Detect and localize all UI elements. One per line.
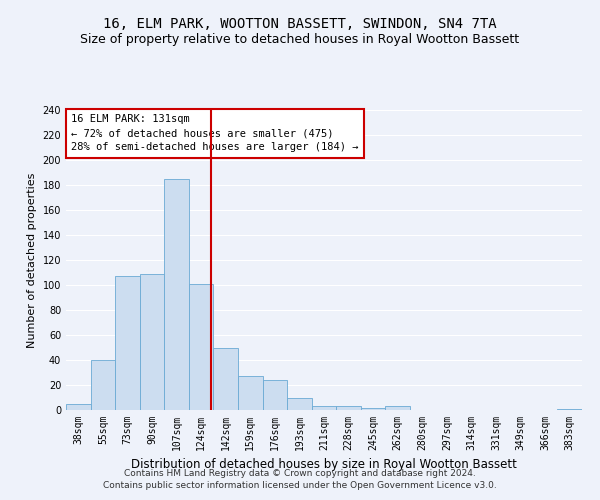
Text: 16, ELM PARK, WOOTTON BASSETT, SWINDON, SN4 7TA: 16, ELM PARK, WOOTTON BASSETT, SWINDON, …: [103, 18, 497, 32]
Bar: [91, 360, 115, 410]
X-axis label: Distribution of detached houses by size in Royal Wootton Bassett: Distribution of detached houses by size …: [131, 458, 517, 471]
Bar: [557, 409, 582, 410]
Bar: [385, 406, 410, 410]
Text: Contains HM Land Registry data © Crown copyright and database right 2024.: Contains HM Land Registry data © Crown c…: [124, 468, 476, 477]
Bar: [140, 274, 164, 410]
Bar: [214, 348, 238, 410]
Bar: [189, 284, 214, 410]
Text: Contains public sector information licensed under the Open Government Licence v3: Contains public sector information licen…: [103, 481, 497, 490]
Text: 16 ELM PARK: 131sqm
← 72% of detached houses are smaller (475)
28% of semi-detac: 16 ELM PARK: 131sqm ← 72% of detached ho…: [71, 114, 359, 152]
Text: Size of property relative to detached houses in Royal Wootton Bassett: Size of property relative to detached ho…: [80, 32, 520, 46]
Bar: [312, 406, 336, 410]
Bar: [287, 398, 312, 410]
Bar: [115, 276, 140, 410]
Bar: [263, 380, 287, 410]
Y-axis label: Number of detached properties: Number of detached properties: [27, 172, 37, 348]
Bar: [238, 376, 263, 410]
Bar: [336, 406, 361, 410]
Bar: [361, 408, 385, 410]
Bar: [66, 404, 91, 410]
Bar: [164, 179, 189, 410]
